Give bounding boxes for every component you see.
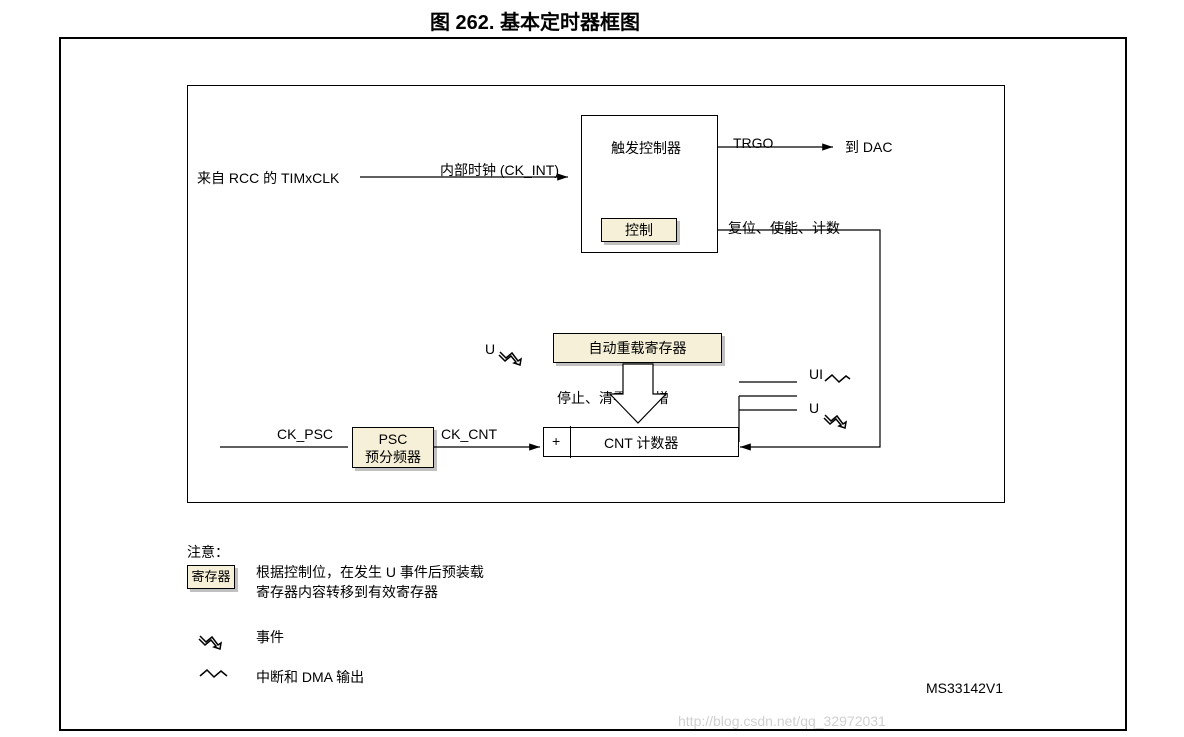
reset-enable-label: 复位、使能、计数 (728, 218, 840, 238)
ui-label: UI (809, 366, 823, 382)
control-box: 控制 (601, 218, 677, 242)
psc-box: PSC 预分频器 (352, 427, 434, 468)
u-left-label: U (485, 341, 495, 357)
legend-note: 注意： (187, 542, 229, 562)
cnt-box: + CNT 计数器 (543, 427, 739, 457)
ms-code: MS33142V1 (926, 680, 1003, 696)
psc-label1: PSC (353, 430, 433, 448)
ck-cnt-label: CK_CNT (441, 426, 497, 442)
legend-reg-desc2: 寄存器内容转移到有效寄存器 (256, 582, 438, 602)
stop-clear-label: 停止、清零或递增 (557, 388, 669, 408)
legend-reg-label: 寄存器 (191, 569, 230, 584)
rcc-label: 来自 RCC 的 TIMxCLK (197, 168, 339, 188)
auto-reload-label: 自动重载寄存器 (589, 340, 687, 356)
cnt-label: CNT 计数器 (604, 433, 678, 453)
legend-reg-box: 寄存器 (187, 565, 235, 589)
auto-reload-box: 自动重载寄存器 (553, 333, 722, 363)
trigger-controller-label: 触发控制器 (611, 138, 681, 158)
figure-title: 图 262. 基本定时器框图 (430, 6, 640, 35)
psc-label2: 预分频器 (353, 448, 433, 466)
cnt-divider (570, 426, 571, 458)
legend-int-dma: 中断和 DMA 输出 (256, 667, 364, 687)
to-dac-label: 到 DAC (845, 137, 892, 157)
control-label: 控制 (625, 222, 653, 238)
ck-psc-label: CK_PSC (277, 426, 333, 442)
ck-int-label: 内部时钟 (CK_INT) (440, 160, 559, 180)
u-right-label: U (809, 400, 819, 416)
cnt-plus: + (552, 433, 560, 449)
legend-reg-desc1: 根据控制位，在发生 U 事件后预装载 (256, 562, 484, 582)
legend-event: 事件 (256, 627, 284, 647)
watermark-url: http://blog.csdn.net/qq_32972031 (678, 713, 886, 729)
trgo-label: TRGO (733, 135, 773, 151)
